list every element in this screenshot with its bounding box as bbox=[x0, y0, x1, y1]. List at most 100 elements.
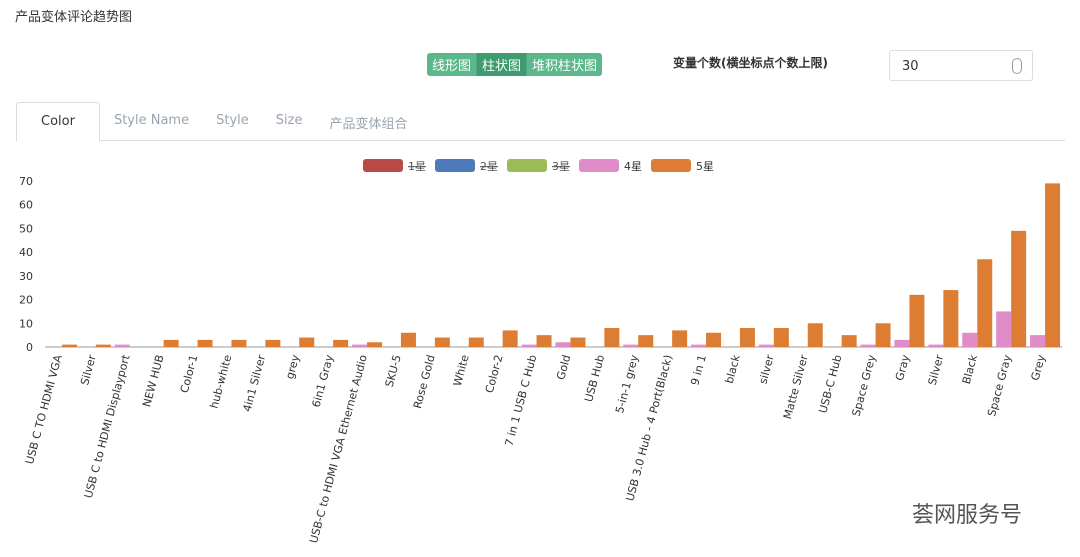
bar bbox=[61, 344, 77, 347]
x-tick-label: SKU-5 bbox=[383, 353, 404, 388]
bar bbox=[265, 339, 281, 347]
bar bbox=[502, 330, 518, 347]
bar-button[interactable]: 柱状图 bbox=[477, 53, 528, 76]
bar bbox=[672, 330, 688, 347]
bar bbox=[977, 259, 993, 347]
watermark: 荟网服务号 bbox=[912, 503, 1023, 528]
x-tick-label: Silver bbox=[926, 353, 947, 387]
y-tick-label: 10 bbox=[19, 317, 33, 330]
x-tick-label: 6in1 Gray bbox=[310, 353, 337, 409]
bar bbox=[909, 294, 925, 347]
bar bbox=[468, 337, 484, 347]
tab[interactable]: 产品变体组合 bbox=[329, 117, 408, 132]
bar bbox=[555, 342, 571, 347]
bar bbox=[875, 323, 891, 347]
bar bbox=[928, 344, 944, 347]
bar bbox=[943, 290, 959, 347]
bar bbox=[197, 339, 213, 347]
bar bbox=[352, 344, 368, 347]
tab[interactable]: Style Name bbox=[113, 113, 190, 128]
bar bbox=[333, 339, 349, 347]
legend-label: 4星 bbox=[624, 160, 642, 173]
x-tick-label: Space Gray bbox=[985, 353, 1014, 418]
legend-label: 5星 bbox=[696, 160, 714, 173]
bar bbox=[604, 328, 620, 347]
x-tick-label: hub-white bbox=[208, 353, 235, 410]
legend-label: 3星 bbox=[552, 160, 570, 173]
legend-swatch bbox=[435, 159, 475, 172]
bar bbox=[758, 344, 774, 347]
bar bbox=[691, 344, 707, 347]
y-tick-label: 0 bbox=[26, 341, 33, 354]
bar bbox=[860, 344, 876, 347]
bar bbox=[400, 332, 416, 347]
stacked-button[interactable]: 堆积柱状图 bbox=[527, 53, 603, 76]
y-tick-label: 20 bbox=[19, 294, 33, 307]
x-tick-label: Color-2 bbox=[483, 353, 506, 394]
x-tick-label: Space Grey bbox=[850, 353, 879, 418]
tabs: Color Style Name Style Size 产品变体组合 bbox=[16, 102, 1065, 142]
legend-item[interactable]: 2星 bbox=[435, 159, 498, 173]
bar bbox=[521, 344, 537, 347]
x-tick-label: Silver bbox=[78, 353, 99, 387]
bar bbox=[706, 332, 722, 347]
bar bbox=[894, 339, 910, 347]
x-tick-label: 4in1 Silver bbox=[241, 353, 269, 413]
legend-item[interactable]: 3星 bbox=[507, 159, 570, 173]
x-tick-label: Color-1 bbox=[178, 353, 201, 394]
legend-label: 2星 bbox=[480, 160, 498, 173]
legend-swatch bbox=[579, 159, 619, 172]
bar bbox=[536, 335, 552, 347]
line-button[interactable]: 线形图 bbox=[427, 53, 478, 76]
legend-item[interactable]: 5星 bbox=[651, 159, 714, 173]
spinner[interactable] bbox=[1012, 58, 1022, 74]
x-tick-label: Rose Gold bbox=[411, 353, 438, 410]
y-tick-label: 50 bbox=[19, 222, 33, 235]
y-tick-label: 40 bbox=[19, 246, 33, 259]
tab[interactable]: Color bbox=[16, 102, 100, 142]
x-tick-label: USB-C Hub bbox=[816, 353, 844, 414]
x-tick-label: black bbox=[723, 353, 743, 385]
legend-item[interactable]: 4星 bbox=[579, 159, 642, 173]
bar bbox=[623, 344, 639, 347]
bar bbox=[231, 339, 247, 347]
bar bbox=[996, 311, 1012, 347]
legend-label: 1星 bbox=[408, 160, 426, 173]
bar bbox=[1030, 335, 1046, 347]
x-tick-label: White bbox=[451, 353, 472, 387]
x-tick-label: Grey bbox=[1029, 353, 1048, 382]
bar bbox=[1045, 183, 1061, 347]
y-tick-label: 60 bbox=[19, 199, 33, 212]
x-tick-label: USB Hub bbox=[582, 353, 607, 403]
tab[interactable]: Style bbox=[216, 113, 249, 128]
legend-swatch bbox=[507, 159, 547, 172]
bar bbox=[841, 335, 857, 347]
legend-swatch bbox=[363, 159, 403, 172]
bar bbox=[299, 337, 315, 347]
bar bbox=[638, 335, 654, 347]
bar bbox=[1011, 230, 1027, 347]
bar bbox=[163, 339, 179, 347]
bar bbox=[570, 337, 586, 347]
bar bbox=[773, 328, 789, 347]
x-tick-label: silver bbox=[757, 353, 777, 385]
x-tick-label: 9 in 1 bbox=[688, 353, 709, 386]
limit-label: 变量个数(横坐标点个数上限) bbox=[673, 56, 828, 70]
limit-input[interactable]: 30 bbox=[889, 50, 1033, 81]
x-tick-label: grey bbox=[283, 353, 302, 381]
chart-type-buttons: 线形图 柱状图 堆积柱状图 bbox=[427, 53, 603, 76]
y-tick-label: 30 bbox=[19, 270, 33, 283]
y-tick-label: 70 bbox=[19, 175, 33, 188]
bar bbox=[367, 342, 383, 347]
x-tick-label: USB C TO HDMI VGA bbox=[23, 353, 65, 466]
page-title: 产品变体评论趋势图 bbox=[15, 10, 133, 25]
tab[interactable]: Size bbox=[275, 113, 303, 128]
x-tick-label: Matte Silver bbox=[781, 353, 811, 421]
legend-item[interactable]: 1星 bbox=[363, 159, 426, 173]
x-tick-label: 7 in 1 USB C Hub bbox=[503, 353, 540, 447]
bar bbox=[114, 344, 130, 347]
x-tick-label: NEW HUB bbox=[140, 353, 166, 408]
x-tick-label: Gray bbox=[893, 353, 912, 382]
